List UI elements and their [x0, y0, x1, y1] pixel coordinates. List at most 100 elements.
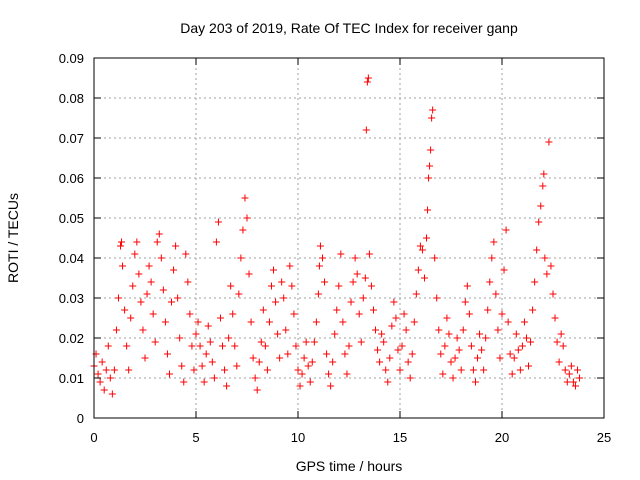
data-point: [190, 366, 198, 374]
data-point: [276, 354, 284, 362]
data-point: [380, 338, 388, 346]
data-point: [302, 338, 310, 346]
data-point: [280, 294, 288, 302]
data-point: [533, 246, 541, 254]
data-point: [555, 358, 563, 366]
data-point: [541, 254, 549, 262]
data-point: [539, 182, 547, 190]
data-point: [145, 262, 153, 270]
data-point: [184, 278, 192, 286]
y-axis-label: ROTI / TECUs: [5, 193, 21, 283]
data-point: [388, 322, 396, 330]
data-point: [237, 254, 245, 262]
data-point: [112, 326, 120, 334]
data-point: [504, 318, 512, 326]
data-point: [339, 318, 347, 326]
data-point: [364, 74, 372, 82]
data-point: [410, 318, 418, 326]
data-point: [372, 326, 380, 334]
data-point: [429, 106, 437, 114]
data-point: [286, 262, 294, 270]
data-point: [208, 358, 216, 366]
data-point: [514, 346, 522, 354]
data-point: [347, 298, 355, 306]
data-point: [431, 254, 439, 262]
data-point: [247, 318, 255, 326]
data-point: [474, 354, 482, 362]
data-point: [108, 390, 116, 398]
data-point: [292, 342, 300, 350]
data-point: [333, 306, 341, 314]
data-point: [492, 290, 500, 298]
data-point: [490, 238, 498, 246]
data-point: [223, 382, 231, 390]
data-point: [500, 266, 508, 274]
y-tick-label: 0: [77, 411, 84, 426]
data-point: [178, 362, 186, 370]
data-point: [506, 350, 514, 358]
data-point: [198, 362, 206, 370]
data-point: [233, 362, 241, 370]
data-point: [100, 386, 108, 394]
data-point: [467, 342, 475, 350]
data-point: [357, 338, 365, 346]
data-point: [312, 318, 320, 326]
data-point: [559, 342, 567, 350]
data-point: [369, 306, 377, 314]
data-point: [161, 318, 169, 326]
y-tick-label: 0.04: [59, 251, 84, 266]
data-point: [545, 138, 553, 146]
data-point: [520, 318, 528, 326]
data-point: [576, 374, 584, 382]
data-point: [137, 298, 145, 306]
data-point: [416, 242, 424, 250]
data-point: [98, 358, 106, 366]
data-point: [461, 298, 469, 306]
data-point: [384, 378, 392, 386]
chart-title: Day 203 of 2019, Rate Of TEC Index for r…: [180, 20, 518, 36]
data-point: [510, 354, 518, 362]
data-point: [241, 194, 249, 202]
data-point: [331, 330, 339, 338]
data-point: [437, 350, 445, 358]
data-point: [522, 334, 530, 342]
data-point: [449, 374, 457, 382]
plot-frame: [93, 57, 605, 419]
data-point: [239, 226, 247, 234]
data-point: [484, 306, 492, 314]
data-point: [553, 338, 561, 346]
data-point: [294, 366, 302, 374]
data-point: [424, 206, 432, 214]
data-point: [290, 310, 298, 318]
data-point: [537, 202, 545, 210]
data-point: [135, 270, 143, 278]
data-point: [433, 294, 441, 302]
data-point: [188, 342, 196, 350]
data-point: [494, 326, 502, 334]
data-point: [573, 366, 581, 374]
data-point: [231, 342, 239, 350]
data-point: [249, 354, 257, 362]
y-tick-label: 0.01: [59, 371, 84, 386]
data-point: [96, 378, 104, 386]
data-point: [308, 358, 316, 366]
data-point: [420, 274, 428, 282]
data-point: [257, 338, 265, 346]
data-point: [153, 238, 161, 246]
data-point: [502, 226, 510, 234]
data-point: [447, 358, 455, 366]
data-point: [443, 314, 451, 322]
data-point: [270, 266, 278, 274]
data-point: [329, 358, 337, 366]
data-point: [374, 346, 382, 354]
data-point: [143, 290, 151, 298]
data-point: [251, 374, 259, 382]
data-point: [274, 330, 282, 338]
data-point: [172, 242, 180, 250]
data-point: [298, 370, 306, 378]
data-point: [563, 378, 571, 386]
data-point: [376, 358, 384, 366]
data-point: [355, 310, 363, 318]
data-point: [423, 234, 431, 242]
data-point: [267, 282, 275, 290]
